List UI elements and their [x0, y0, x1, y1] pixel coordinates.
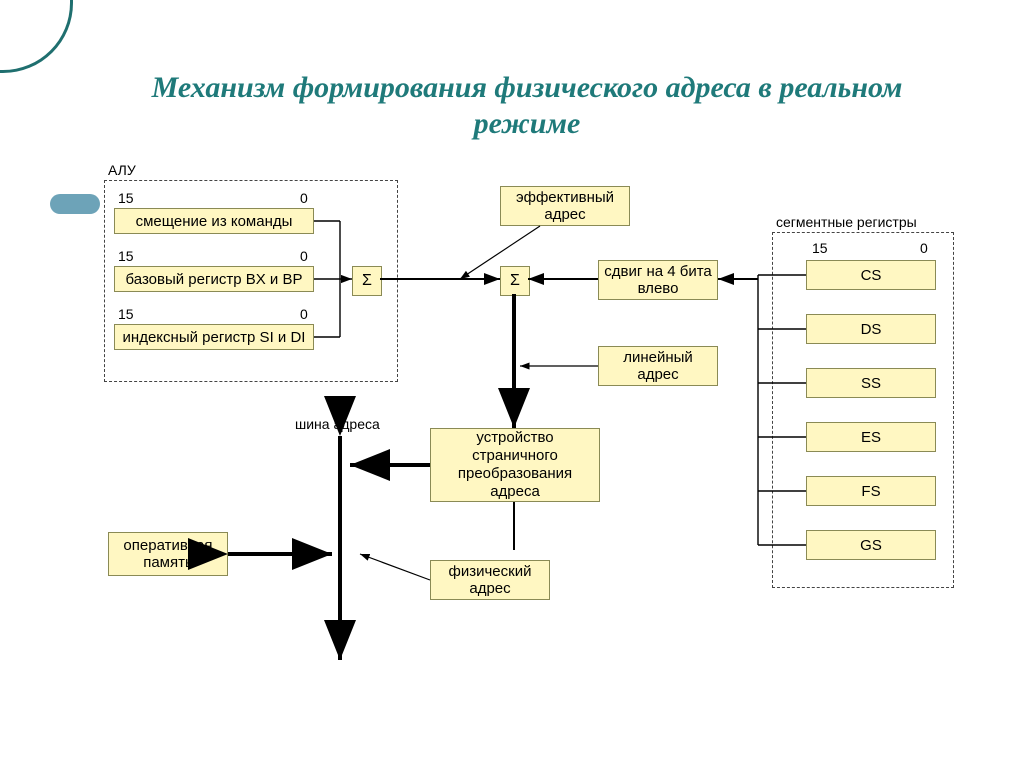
seg-cs: CS — [806, 260, 936, 290]
shift4-box: сдвиг на 4 бита влево — [598, 260, 718, 300]
bus-label: шина адреса — [295, 416, 380, 432]
pager-box: устройство страничного преобразования ад… — [430, 428, 600, 502]
sigma-2: Σ — [500, 266, 530, 296]
bullet-decoration — [50, 194, 100, 214]
bit-lo: 0 — [300, 306, 308, 322]
seg-es: ES — [806, 422, 936, 452]
bit-lo: 0 — [300, 248, 308, 264]
seg-bit-hi: 15 — [812, 240, 828, 256]
phys-addr-box: физический адрес — [430, 560, 550, 600]
page-title: Механизм формирования физического адреса… — [110, 70, 944, 142]
eff-addr-box: эффективный адрес — [500, 186, 630, 226]
alu-offset-box: смещение из команды — [114, 208, 314, 234]
seg-ss: SS — [806, 368, 936, 398]
seg-label: сегментные регистры — [776, 214, 917, 230]
seg-bit-lo: 0 — [920, 240, 928, 256]
bit-hi: 15 — [118, 306, 134, 322]
bit-lo: 0 — [300, 190, 308, 206]
seg-fs: FS — [806, 476, 936, 506]
alu-label: АЛУ — [108, 162, 136, 178]
bit-hi: 15 — [118, 190, 134, 206]
diagram: АЛУ 15 0 смещение из команды 15 0 базовы… — [100, 160, 960, 720]
lin-addr-box: линейный адрес — [598, 346, 718, 386]
bit-hi: 15 — [118, 248, 134, 264]
seg-gs: GS — [806, 530, 936, 560]
alu-idxreg-box: индексный регистр SI и DI — [114, 324, 314, 350]
corner-decoration — [0, 0, 73, 73]
ram-box: оперативная память — [108, 532, 228, 576]
sigma-1: Σ — [352, 266, 382, 296]
seg-ds: DS — [806, 314, 936, 344]
alu-basereg-box: базовый регистр BX и BP — [114, 266, 314, 292]
